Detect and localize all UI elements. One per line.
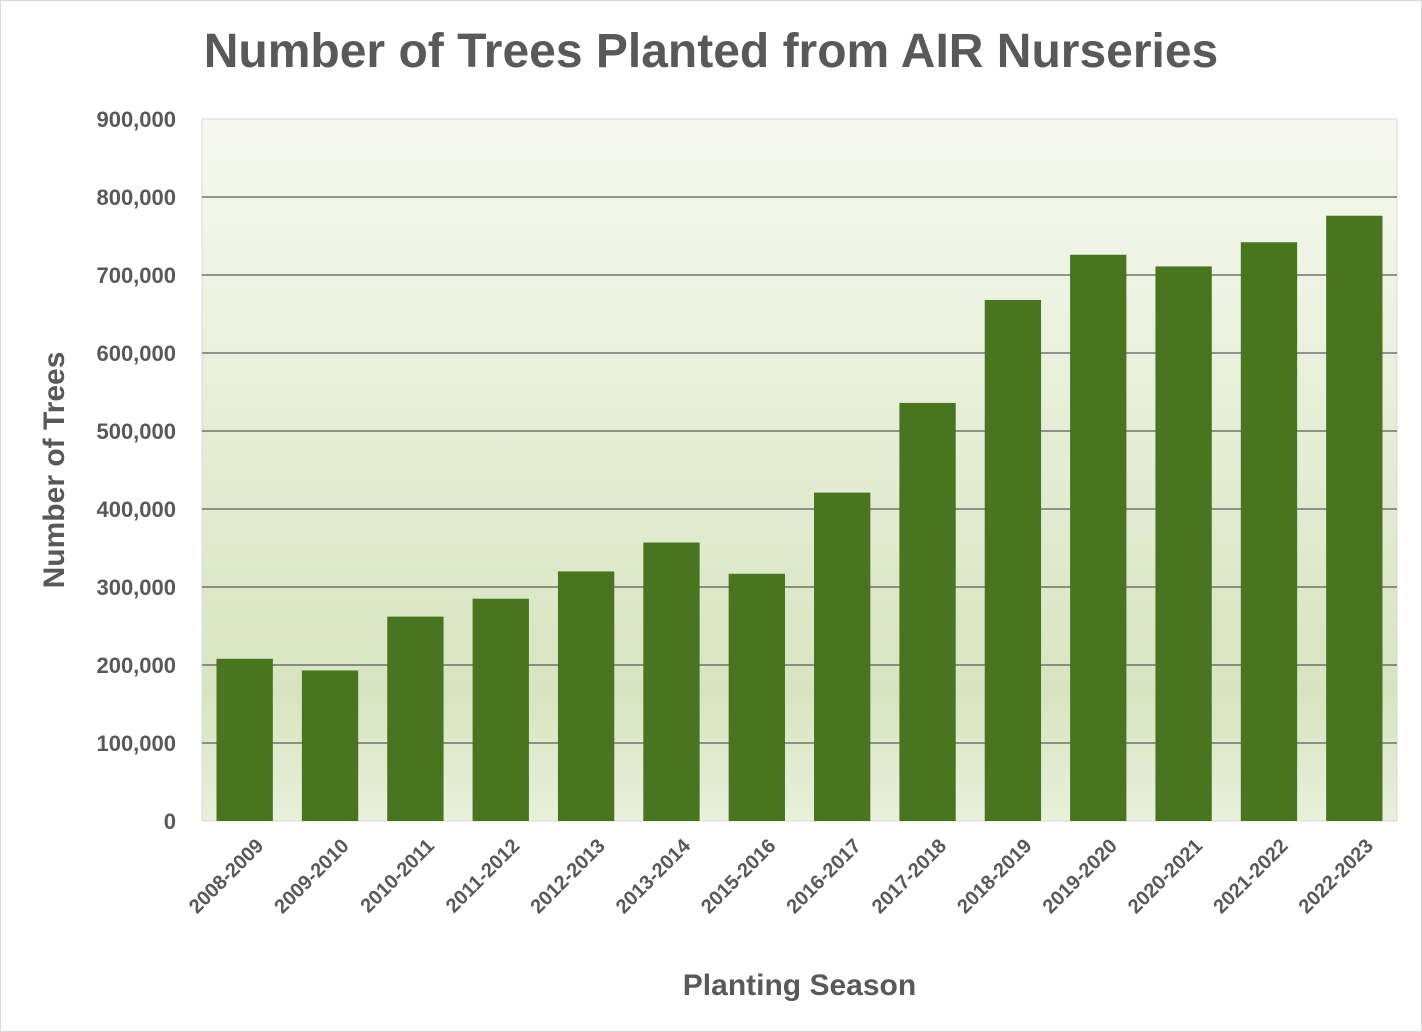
bar-2017-2018 xyxy=(899,402,956,821)
bar-2021-2022 xyxy=(1240,242,1298,822)
y-tick-label: 200,000 xyxy=(96,653,176,678)
bar-2015-2016 xyxy=(728,573,785,821)
bar-2011-2012 xyxy=(472,598,529,821)
y-tick-label: 800,000 xyxy=(96,185,176,210)
y-tick-label: 100,000 xyxy=(96,731,176,756)
x-tick-label: 2019-2020 xyxy=(1039,835,1122,918)
y-axis-title: Number of Trees xyxy=(38,352,71,589)
x-tick-label: 2009-2010 xyxy=(270,835,353,918)
bar-2012-2013 xyxy=(557,571,615,821)
y-tick-label: 500,000 xyxy=(96,419,176,444)
x-axis-title: Planting Season xyxy=(683,969,916,1002)
x-tick-label: 2015-2016 xyxy=(697,835,780,918)
bar-2013-2014 xyxy=(643,542,700,821)
bar-2020-2021 xyxy=(1155,266,1212,821)
x-tick-label: 2020-2021 xyxy=(1124,835,1207,918)
bar-2016-2017 xyxy=(814,492,871,821)
bar-2009-2010 xyxy=(301,670,359,821)
x-tick-label: 2022-2023 xyxy=(1295,835,1378,918)
y-tick-label: 900,000 xyxy=(96,107,176,132)
y-tick-label: 300,000 xyxy=(96,575,176,600)
chart-title: Number of Trees Planted from AIR Nurseri… xyxy=(203,25,1219,78)
plot-area xyxy=(201,118,1398,822)
x-tick-label: 2012-2013 xyxy=(526,835,609,918)
x-tick-label: 2017-2018 xyxy=(868,835,951,918)
y-tick-label: 700,000 xyxy=(96,263,176,288)
bars xyxy=(216,215,1383,822)
x-tick-label: 2016-2017 xyxy=(783,835,866,918)
x-tick-label: 2021-2022 xyxy=(1209,835,1292,918)
bar-2018-2019 xyxy=(984,299,1042,822)
x-tick-label: 2018-2019 xyxy=(953,835,1036,918)
x-tick-label: 2010-2011 xyxy=(357,835,439,917)
x-tick-label: 2008-2009 xyxy=(185,835,268,918)
y-tick-label: 600,000 xyxy=(96,341,176,366)
bar-2022-2023 xyxy=(1326,215,1383,822)
x-tick-label: 2013-2014 xyxy=(612,834,696,918)
y-axis-ticks: 0 100,000 200,000 300,000 400,000 500,000 600,… xyxy=(96,107,176,834)
y-tick-label: 0 xyxy=(164,809,176,834)
x-tick-label: 2011-2012 xyxy=(442,835,524,917)
bar-2010-2011 xyxy=(387,616,444,821)
y-tick-label: 400,000 xyxy=(96,497,176,522)
bar-2019-2020 xyxy=(1070,254,1127,822)
x-axis-ticks: 2008-2009 2009-2010 2010-2011 2011-2012 2012… xyxy=(185,834,1378,918)
bar-2008-2009 xyxy=(216,658,273,821)
